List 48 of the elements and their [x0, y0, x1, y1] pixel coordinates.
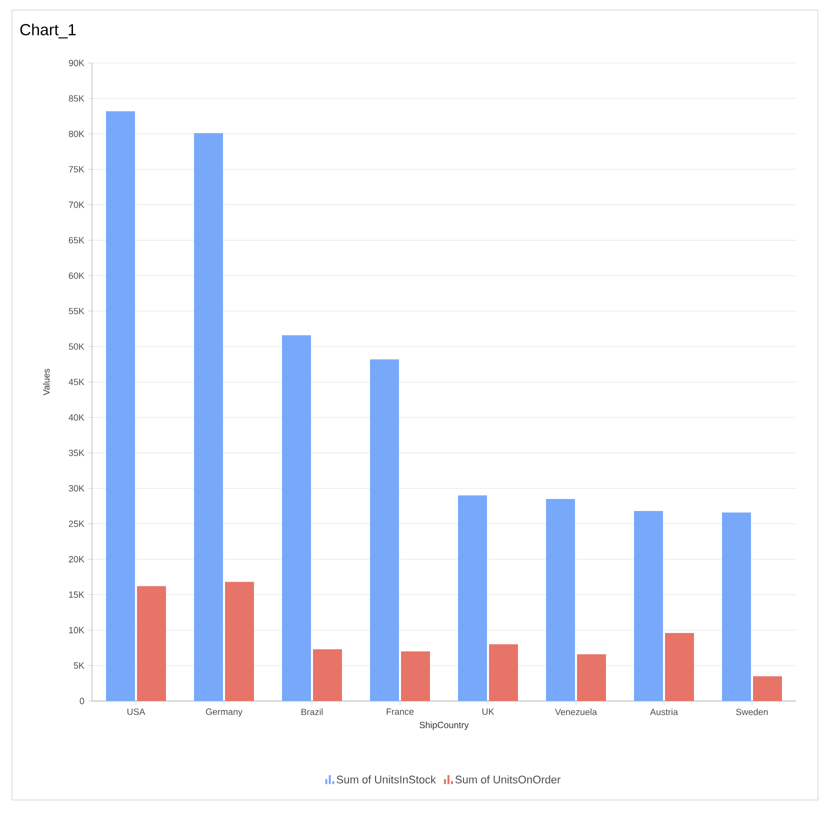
y-tick-label: 20K — [68, 556, 84, 562]
y-tick-label: 85K — [68, 95, 84, 102]
x-tick-label: Austria — [650, 708, 678, 716]
y-tick-label: 0 — [80, 698, 84, 704]
bar — [106, 111, 135, 702]
y-axis-title: Values — [42, 368, 50, 396]
chart-title: Chart_1 — [20, 24, 76, 38]
bar — [489, 644, 518, 702]
bar — [282, 335, 311, 702]
y-tick-label: 90K — [68, 60, 84, 66]
x-tick-label: UK — [482, 708, 494, 715]
bar — [634, 511, 663, 702]
y-tick-label: 80K — [68, 130, 84, 138]
y-tick-label: 55K — [68, 308, 84, 314]
y-tick-label: 60K — [68, 272, 84, 279]
y-tick-label: 65K — [68, 237, 84, 244]
bar — [577, 654, 606, 702]
legend-label: Sum of UnitsInStock — [336, 775, 436, 784]
bar — [370, 359, 399, 702]
x-tick-label: Germany — [206, 708, 242, 717]
legend-label: Sum of UnitsOnOrder — [455, 775, 561, 784]
y-tick-label: 10K — [69, 626, 84, 634]
bar — [546, 498, 575, 702]
y-tick-label: 40K — [68, 414, 84, 421]
bar — [722, 512, 751, 702]
y-tick-label: 25K — [68, 520, 84, 527]
x-tick-label: USA — [127, 708, 146, 715]
x-tick-label: Brazil — [301, 708, 323, 716]
y-tick-label: 45K — [68, 378, 84, 386]
bar — [137, 586, 166, 702]
y-tick-label: 75K — [68, 166, 84, 172]
bar — [313, 649, 342, 702]
y-tick-label: 5K — [74, 662, 84, 669]
bar — [665, 632, 694, 702]
y-tick-label: 70K — [68, 202, 84, 208]
bar — [225, 582, 254, 702]
x-tick-label: Sweden — [736, 708, 768, 716]
x-tick-label: Venezuela — [555, 708, 598, 716]
y-tick-label: 30K — [68, 485, 84, 492]
x-tick-label: France — [386, 708, 414, 715]
y-tick-label: 15K — [69, 592, 84, 598]
y-tick-label: 50K — [68, 343, 84, 350]
bar — [401, 651, 430, 702]
x-axis-title: ShipCountry — [420, 722, 469, 730]
bar — [458, 495, 487, 702]
bar — [194, 133, 223, 702]
y-tick-label: 35K — [68, 450, 84, 456]
bar — [753, 676, 782, 702]
